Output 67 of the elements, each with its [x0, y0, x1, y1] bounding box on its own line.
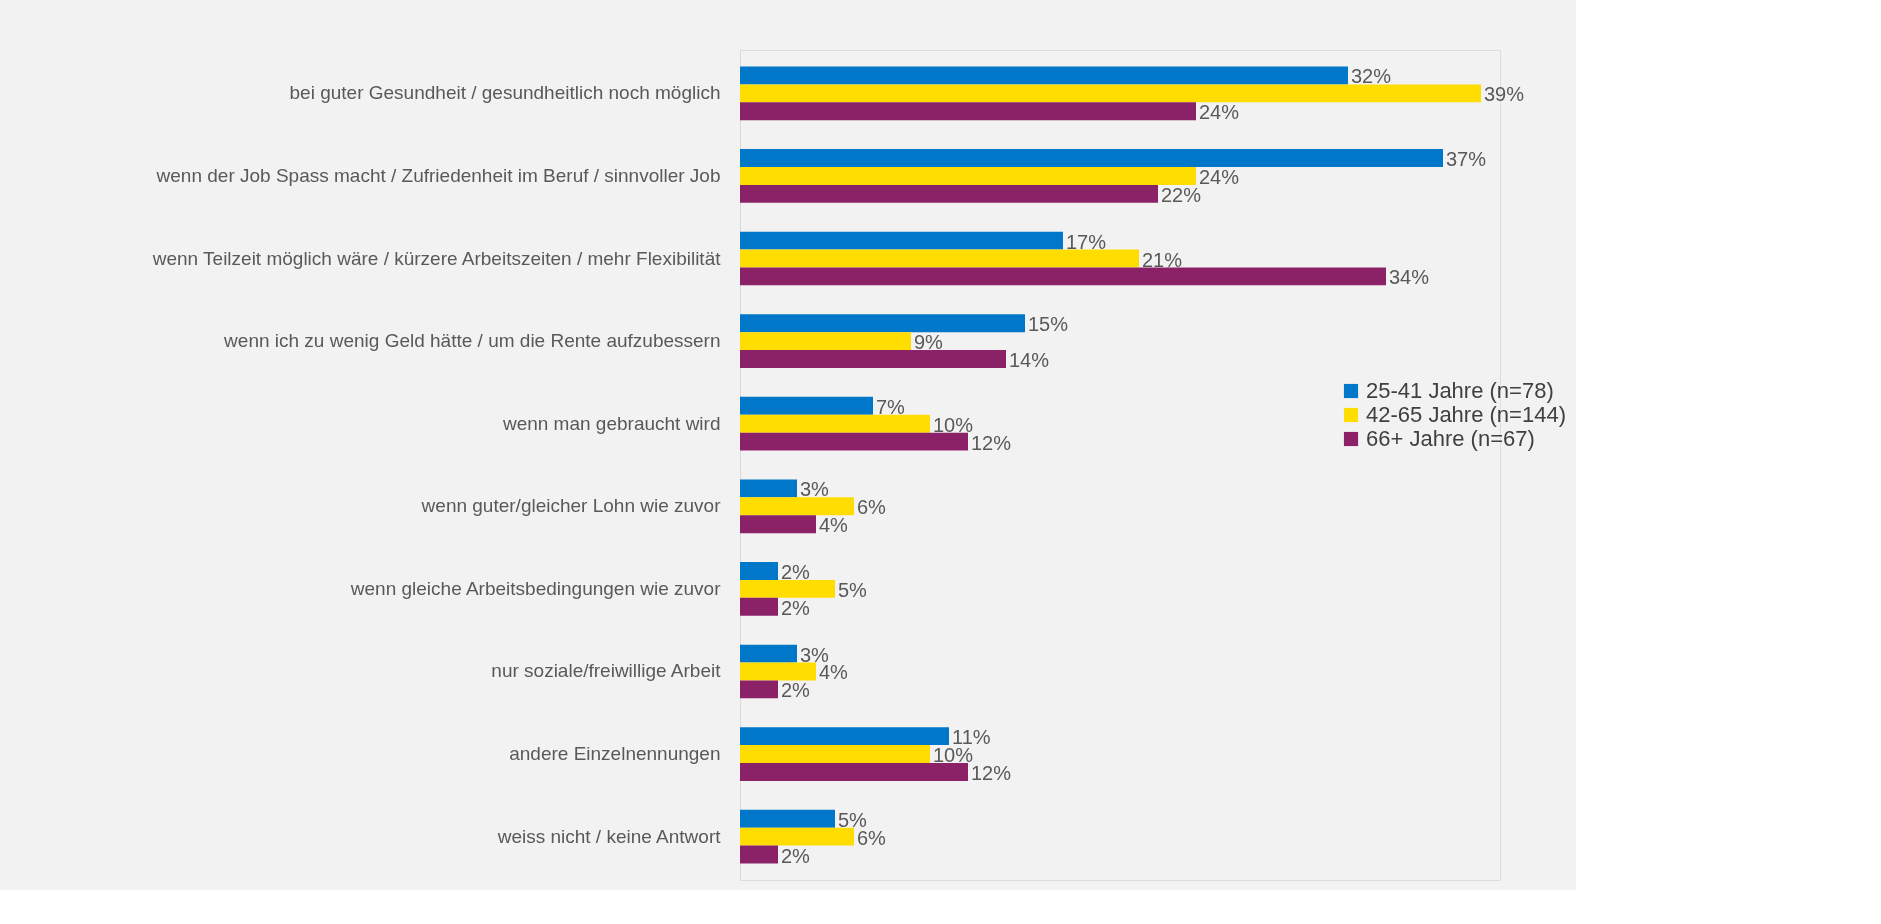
data-label: 2%: [781, 679, 811, 702]
bar: [740, 396, 873, 415]
bar: [740, 680, 778, 699]
bar: [740, 479, 797, 498]
bar: [740, 350, 1006, 368]
y-tick-label: wenn der Job Spass macht / Zufriedenheit im Beruf / sinnvoller Job: [155, 164, 721, 186]
bar: [740, 745, 930, 763]
legend-label: 42-65 Jahre (n=144): [1366, 402, 1566, 427]
bar: [740, 579, 835, 598]
y-tick-label: wenn man gebraucht wird: [501, 412, 721, 434]
y-tick-label: andere Einzelnennungen: [509, 743, 721, 765]
data-label: 2%: [781, 560, 811, 583]
bar: [740, 597, 778, 616]
bar: [740, 662, 816, 681]
y-tick-label: wenn guter/gleicher Lohn wie zuvor: [420, 495, 722, 517]
bar: [740, 249, 1139, 268]
legend-label: 25-41 Jahre (n=78): [1366, 378, 1554, 403]
y-tick-label: weiss nicht / keine Antwort: [496, 825, 722, 847]
data-label: 21%: [1142, 248, 1183, 271]
bar: [740, 267, 1386, 286]
bar: [740, 497, 854, 516]
data-label: 3%: [800, 478, 830, 501]
bar: [740, 515, 816, 534]
bar: [740, 332, 911, 351]
data-label: 22%: [1161, 183, 1202, 206]
bar: [740, 763, 968, 781]
bar: [740, 102, 1196, 121]
y-tick-label: bei guter Gesundheit / gesundheitlich noch möglich: [289, 82, 721, 104]
bar: [740, 827, 854, 846]
data-label: 2%: [781, 844, 811, 867]
data-label: 7%: [876, 395, 906, 418]
bar: [740, 231, 1063, 250]
bar: [740, 184, 1158, 203]
y-tick-label: wenn ich zu wenig Geld hätte / um die Rente aufzubessern: [223, 330, 721, 352]
bar: [740, 432, 968, 451]
bar: [740, 809, 835, 828]
legend-label: 66+ Jahre (n=67): [1366, 426, 1535, 451]
bar: [740, 414, 930, 433]
data-label: 14%: [1009, 349, 1050, 372]
data-label: 2%: [781, 596, 811, 619]
data-label: 24%: [1199, 101, 1240, 124]
y-tick-label: nur soziale/freiwillige Arbeit: [491, 660, 722, 682]
bar: [740, 167, 1196, 185]
data-label: 39%: [1484, 83, 1525, 106]
data-label: 4%: [819, 514, 849, 537]
data-label: 24%: [1199, 165, 1240, 188]
data-label: 5%: [838, 578, 868, 601]
bar: [740, 727, 949, 746]
data-label: 17%: [1066, 230, 1107, 253]
data-label: 32%: [1351, 65, 1392, 88]
y-tick-label: wenn Teilzeit möglich wäre / kürzere Arbeitszeiten / mehr Flexibilität: [151, 247, 722, 269]
data-label: 37%: [1446, 148, 1487, 171]
data-label: 15%: [1028, 313, 1069, 336]
bar: [740, 644, 797, 663]
bar: [740, 66, 1348, 85]
bar: [740, 314, 1025, 333]
bar: [740, 562, 778, 580]
bar: [740, 149, 1443, 167]
data-label: 12%: [971, 761, 1012, 784]
data-label: 9%: [914, 331, 944, 354]
data-label: 34%: [1389, 266, 1430, 289]
bar: [740, 84, 1481, 103]
data-label: 12%: [971, 431, 1012, 454]
bar: [740, 845, 778, 864]
data-label: 6%: [857, 496, 887, 519]
data-label: 10%: [933, 413, 974, 436]
y-tick-label: wenn gleiche Arbeitsbedingungen wie zuvor: [349, 577, 722, 599]
